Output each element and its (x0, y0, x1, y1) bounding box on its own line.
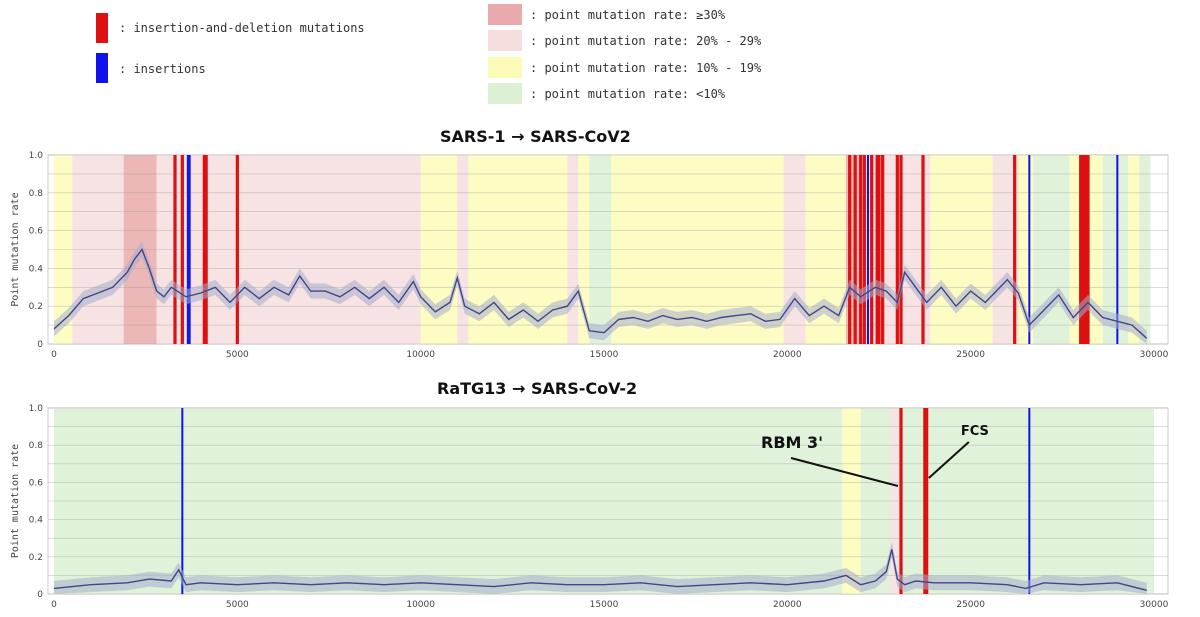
legend-swatch-rate-20 (488, 30, 522, 51)
legend-label-indel: : insertion-and-deletion mutations (119, 21, 365, 35)
chart1-insertion-bar (188, 155, 191, 344)
chart1-indel-bar (204, 155, 208, 344)
chart1-series-line (53, 248, 1148, 339)
chart1-xtick-label: 25000 (956, 350, 985, 360)
chart2-xtick-label: 5000 (226, 600, 249, 610)
chart1-indel-bar (1086, 155, 1090, 344)
chart1-indel-bar (1080, 155, 1085, 344)
chart2-xtick-label: 30000 (1140, 600, 1169, 610)
chart1-insertion-bar (867, 155, 869, 344)
chart2-annotation-pointer (928, 441, 970, 479)
legend-label-rate-30: : point mutation rate: ≥30% (530, 8, 726, 22)
chart1-indel-bar (173, 155, 177, 344)
legend-swatch-rate-lt10 (488, 83, 522, 104)
chart2-xtick-label: 10000 (406, 600, 435, 610)
legend-swatch-rate-10 (488, 57, 522, 78)
chart1-xtick-label: 0 (51, 350, 57, 360)
chart1-xtick-label: 5000 (226, 350, 249, 360)
chart1-indel-bar (235, 155, 239, 344)
chart2-ytick-label: 0.2 (29, 553, 43, 563)
chart1-confidence-band (54, 241, 1147, 344)
chart1-plot: 0 0.2 0.4 0.6 0.8 1.0 0 5000 10000 15000 20000 2500… (10, 151, 1169, 360)
chart2-ytick-label: 0 (37, 590, 43, 600)
legend-swatch-insertion (96, 53, 108, 83)
chart1-indel-bar (921, 155, 925, 344)
chart1-indel-bar (1079, 155, 1083, 344)
chart1-insertion-bar (1116, 155, 1119, 344)
chart2-insertion-bar (1028, 408, 1031, 594)
chart1-indel-bar (870, 155, 874, 344)
chart2-annotation-label: FCS (961, 424, 989, 439)
chart1-xtick-label: 20000 (773, 350, 802, 360)
legend-label-rate-lt10: : point mutation rate: <10% (530, 87, 726, 101)
chart2-indel-bar (923, 408, 927, 594)
chart2-xtick-label: 0 (51, 600, 57, 610)
chart1-indel-bar (895, 155, 899, 344)
chart1-ytick-label: 0 (37, 340, 43, 350)
legend-swatch-indel (96, 13, 108, 43)
legend-label-rate-10: : point mutation rate: 10% - 19% (530, 61, 762, 75)
chart1-ylabel: Point mutation rate (10, 192, 21, 306)
chart1-ytick-label: 0.6 (29, 227, 44, 237)
chart1-indel-bar (859, 155, 863, 344)
legend-swatch-rate-30 (488, 4, 522, 25)
chart2-title: RaTG13 → SARS-CoV-2 (437, 379, 638, 398)
chart1-indel-bar (899, 155, 903, 344)
chart2-indel-bar (899, 408, 903, 594)
chart2-ytick-label: 0.8 (29, 441, 44, 451)
chart2-xtick-label: 25000 (956, 600, 985, 610)
chart1-indel-bar (202, 155, 206, 344)
chart1-ytick-label: 0.4 (29, 264, 44, 274)
chart2-ytick-label: 0.4 (29, 516, 44, 526)
chart2-ytick-label: 1.0 (29, 404, 44, 414)
chart1-indel-bar (1084, 155, 1088, 344)
chart1-indel-bar (877, 155, 881, 344)
chart2-annotation-label: RBM 3' (761, 433, 823, 452)
chart2-xtick-label: 20000 (773, 600, 802, 610)
chart2-ytick-label: 0.6 (29, 478, 44, 488)
chart1-indel-bar (881, 155, 885, 344)
chart2-indel-bar (925, 408, 929, 594)
chart1-xtick-label: 10000 (406, 350, 435, 360)
chart1-ytick-label: 0.2 (29, 302, 43, 312)
chart1-indel-bar (853, 155, 857, 344)
chart2-annotation-pointer (790, 457, 899, 487)
chart1-title: SARS-1 → SARS-CoV2 (440, 127, 631, 146)
chart2-plot: 0 0.2 0.4 0.6 0.8 1.0 0 5000 10000 15000 20000 2500… (10, 404, 1169, 610)
legend: : insertion-and-deletion mutations : ins… (0, 0, 1200, 112)
chart2-xtick-label: 15000 (590, 600, 619, 610)
chart2-ylabel: Point mutation rate (10, 444, 21, 558)
chart1-ytick-label: 1.0 (29, 151, 44, 161)
chart1-insertion-bar (186, 155, 189, 344)
chart1-indel-bar (180, 155, 184, 344)
chart1-indel-bar (848, 155, 852, 344)
chart2-series-line (53, 549, 1147, 591)
chart1-xtick-label: 15000 (590, 350, 619, 360)
chart1-indel-bar (862, 155, 866, 344)
chart1-indel-bar (875, 155, 879, 344)
chart1-xtick-label: 30000 (1140, 350, 1169, 360)
legend-label-rate-20: : point mutation rate: 20% - 29% (530, 34, 762, 48)
chart1-ytick-label: 0.8 (29, 189, 44, 199)
chart1-indel-bar (1013, 155, 1017, 344)
chart1-insertion-bar (1028, 155, 1031, 344)
legend-label-insertion: : insertions (119, 62, 206, 76)
chart1-indel-bar (1082, 155, 1086, 344)
chart2-insertion-bar (181, 408, 184, 594)
